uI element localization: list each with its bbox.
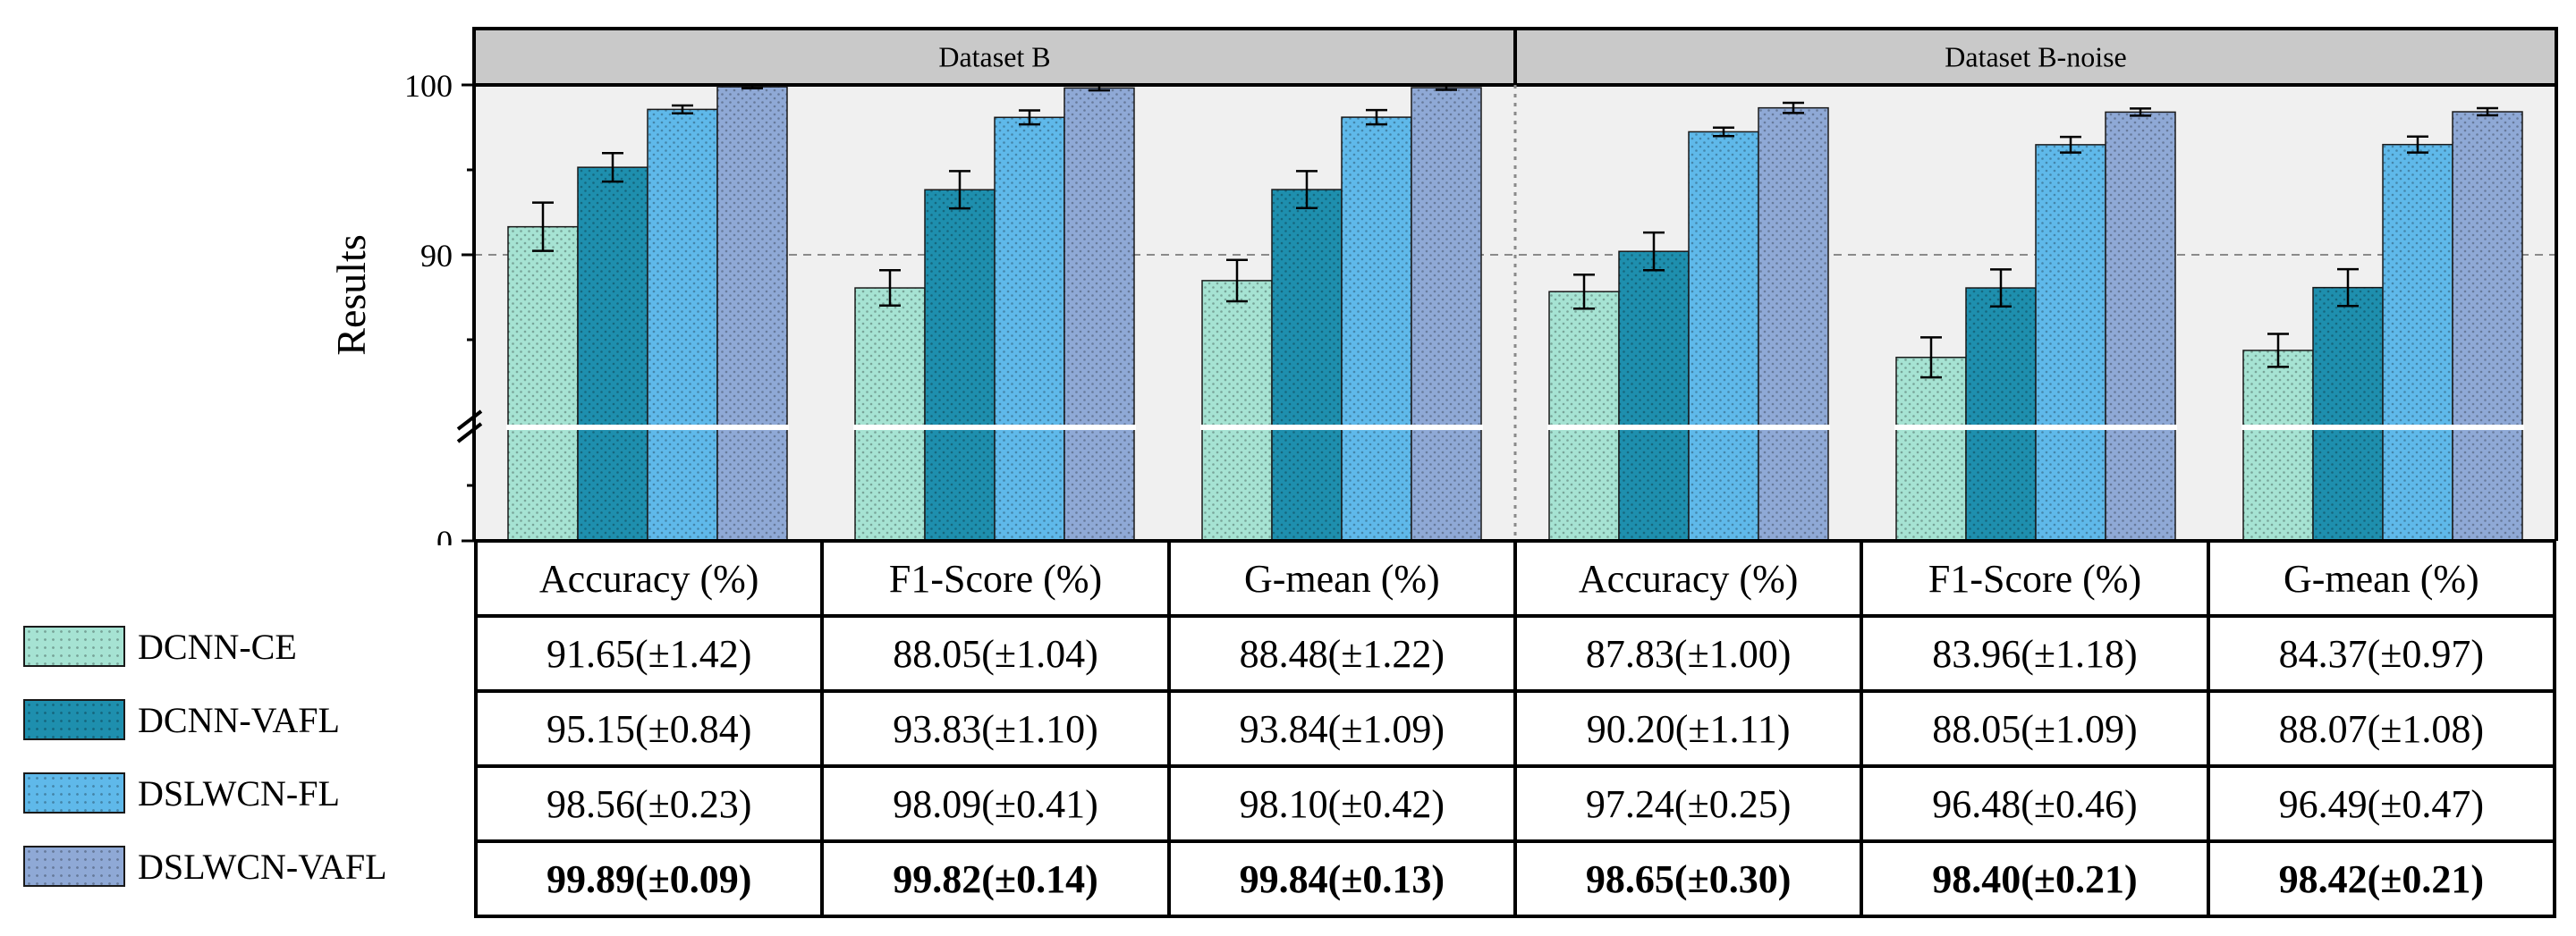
axis-break-mark bbox=[456, 409, 483, 431]
legend-item: DCNN-VAFL bbox=[23, 699, 470, 746]
axis-break-band bbox=[506, 425, 789, 430]
bar-pattern bbox=[1966, 288, 2036, 541]
table-cell: 88.05(±1.04) bbox=[820, 614, 1171, 693]
axis-break-mark bbox=[456, 422, 483, 443]
results-table: Accuracy (%) F1-Score (%) G-mean (%) Accura… bbox=[473, 539, 2557, 918]
table-row: 98.56(±0.23) 98.09(±0.41) 98.10(±0.42) 97.2… bbox=[473, 764, 2557, 843]
bar-pattern bbox=[2106, 112, 2175, 542]
legend-swatch bbox=[23, 626, 125, 667]
table-cell: 98.10(±0.42) bbox=[1166, 764, 1517, 843]
table-cell: 83.96(±1.18) bbox=[1860, 614, 2210, 693]
legend-swatch bbox=[23, 846, 125, 887]
axis-break-band bbox=[853, 425, 1136, 430]
table-header-cell: Accuracy (%) bbox=[1513, 539, 1864, 618]
table-row: 91.65(±1.42) 88.05(±1.04) 88.48(±1.22) 87.8… bbox=[473, 614, 2557, 693]
table-cell: 99.84(±0.13) bbox=[1166, 839, 1517, 918]
table-cell: 93.84(±1.09) bbox=[1166, 689, 1517, 768]
legend-label: DSLWCN-VAFL bbox=[138, 847, 387, 887]
table-header-cell: F1-Score (%) bbox=[820, 539, 1171, 618]
axis-break-band bbox=[1894, 425, 2177, 430]
legend-item: DSLWCN-FL bbox=[23, 772, 470, 819]
bar-pattern bbox=[925, 190, 995, 542]
bar-pattern bbox=[1342, 117, 1411, 541]
table-cell: 96.49(±0.47) bbox=[2206, 764, 2557, 843]
bar-pattern bbox=[1549, 291, 1619, 541]
bar-pattern bbox=[2313, 287, 2383, 541]
panel-header bbox=[472, 27, 1517, 87]
table-row: 95.15(±0.84) 93.83(±1.10) 93.84(±1.09) 90.2… bbox=[473, 689, 2557, 768]
bar-pattern bbox=[995, 117, 1064, 542]
bar-pattern bbox=[855, 288, 925, 541]
table-cell: 84.37(±0.97) bbox=[2206, 614, 2557, 693]
bar-pattern bbox=[1896, 357, 1966, 541]
axis-break-band bbox=[2241, 425, 2524, 430]
bar-pattern bbox=[2383, 144, 2453, 541]
legend-swatch bbox=[23, 699, 125, 740]
y-axis-label: Results bbox=[328, 234, 374, 355]
table-cell: 91.65(±1.42) bbox=[473, 614, 825, 693]
table-cell: 87.83(±1.00) bbox=[1513, 614, 1864, 693]
legend-label: DCNN-VAFL bbox=[138, 700, 340, 740]
bar-pattern bbox=[1411, 88, 1481, 541]
table-cell: 98.56(±0.23) bbox=[473, 764, 825, 843]
table-header-cell: G-mean (%) bbox=[1166, 539, 1517, 618]
table-header-cell: F1-Score (%) bbox=[1860, 539, 2210, 618]
table-cell: 98.65(±0.30) bbox=[1513, 839, 1864, 918]
y-tick-label: 90 bbox=[420, 238, 453, 274]
y-tick-label: 100 bbox=[404, 68, 453, 104]
bar-pattern bbox=[2453, 112, 2522, 542]
bar-pattern bbox=[2036, 144, 2106, 541]
table-cell: 88.48(±1.22) bbox=[1166, 614, 1517, 693]
bar-pattern bbox=[1272, 190, 1342, 542]
legend-label: DSLWCN-FL bbox=[138, 773, 340, 814]
bar-pattern bbox=[578, 167, 648, 541]
axis-break-band bbox=[1547, 425, 1830, 430]
legend-label: DCNN-CE bbox=[138, 627, 297, 667]
bar-pattern bbox=[1758, 107, 1828, 542]
bar-pattern bbox=[508, 226, 578, 541]
bar-pattern bbox=[717, 87, 787, 541]
bar-pattern bbox=[2243, 350, 2313, 541]
table-cell: 88.05(±1.09) bbox=[1860, 689, 2210, 768]
y-tick-label: 0 bbox=[436, 524, 453, 545]
table-cell: 99.82(±0.14) bbox=[820, 839, 1171, 918]
table-header-cell: Accuracy (%) bbox=[473, 539, 825, 618]
table-cell: 98.09(±0.41) bbox=[820, 764, 1171, 843]
table-row: 99.89(±0.09) 99.82(±0.14) 99.84(±0.13) 98.6… bbox=[473, 839, 2557, 918]
table-cell: 95.15(±0.84) bbox=[473, 689, 825, 768]
table-cell: 96.48(±0.46) bbox=[1860, 764, 2210, 843]
panel-title: Dataset B bbox=[938, 41, 1050, 73]
legend-swatch bbox=[23, 772, 125, 814]
table-cell: 98.40(±0.21) bbox=[1860, 839, 2210, 918]
table-cell: 88.07(±1.08) bbox=[2206, 689, 2557, 768]
bar-pattern bbox=[648, 109, 717, 542]
panel-title: Dataset B-noise bbox=[1945, 41, 2127, 73]
legend-item: DCNN-CE bbox=[23, 626, 470, 672]
table-cell: 98.42(±0.21) bbox=[2206, 839, 2557, 918]
axis-break-band bbox=[1200, 425, 1483, 430]
bar-pattern bbox=[1689, 131, 1758, 541]
table-cell: 99.89(±0.09) bbox=[473, 839, 825, 918]
table-cell: 93.83(±1.10) bbox=[820, 689, 1171, 768]
table-header-cell: G-mean (%) bbox=[2206, 539, 2557, 618]
legend-item: DSLWCN-VAFL bbox=[23, 846, 470, 892]
bar-pattern bbox=[1619, 251, 1689, 541]
bar-chart: Dataset B Dataset B-noise 100 90 0 Results bbox=[328, 27, 2558, 545]
table-cell: 97.24(±0.25) bbox=[1513, 764, 1864, 843]
table-header-row: Accuracy (%) F1-Score (%) G-mean (%) Accura… bbox=[473, 539, 2557, 618]
bar-pattern bbox=[1064, 88, 1134, 542]
plot-area bbox=[474, 85, 2556, 541]
table-cell: 90.20(±1.11) bbox=[1513, 689, 1864, 768]
bar-pattern bbox=[1202, 280, 1272, 541]
